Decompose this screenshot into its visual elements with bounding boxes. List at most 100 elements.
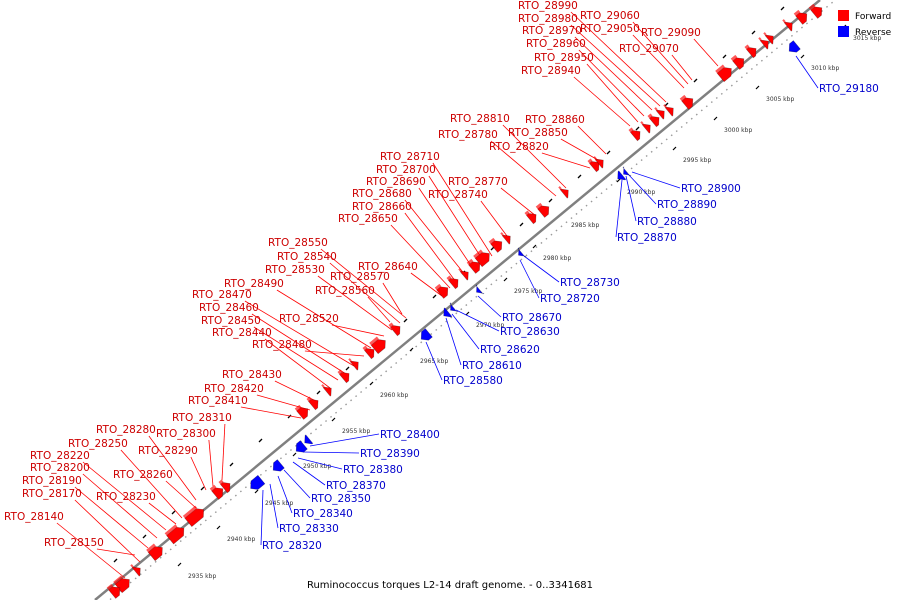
forward-gene-box[interactable]	[106, 581, 124, 599]
forward-gene-box[interactable]	[294, 402, 312, 420]
forward-gene-label[interactable]: RTO_28950	[534, 52, 594, 64]
forward-gene-label[interactable]: RTO_28460	[199, 302, 259, 314]
forward-gene-label[interactable]: RTO_28520	[279, 313, 339, 325]
forward-gene-box[interactable]	[218, 477, 233, 494]
reverse-gene-label[interactable]: RTO_28340	[293, 508, 353, 520]
forward-gene-label[interactable]: RTO_28810	[450, 113, 510, 125]
reverse-gene-box[interactable]	[620, 166, 632, 179]
forward-gene-box[interactable]	[388, 320, 403, 337]
forward-gene-label[interactable]: RTO_28700	[376, 164, 436, 176]
reverse-gene-label[interactable]: RTO_28400	[380, 429, 440, 441]
forward-gene-box[interactable]	[593, 154, 607, 169]
forward-gene-label[interactable]: RTO_28770	[448, 176, 508, 188]
forward-gene-box[interactable]	[758, 35, 772, 50]
forward-gene-label[interactable]: RTO_28220	[30, 450, 90, 462]
forward-gene-box[interactable]	[209, 482, 227, 500]
forward-gene-box[interactable]	[146, 541, 166, 562]
reverse-gene-box[interactable]	[440, 307, 453, 320]
forward-gene-box[interactable]	[321, 382, 335, 397]
forward-gene-label[interactable]: RTO_28420	[204, 383, 264, 395]
forward-gene-label[interactable]: RTO_29050	[580, 23, 640, 35]
forward-gene-label[interactable]: RTO_28860	[525, 114, 585, 126]
forward-gene-box[interactable]	[628, 125, 643, 142]
forward-gene-box[interactable]	[558, 184, 572, 199]
forward-gene-label[interactable]: RTO_28490	[224, 278, 284, 290]
reverse-gene-label[interactable]: RTO_28900	[681, 183, 741, 195]
forward-gene-box[interactable]	[362, 343, 377, 360]
forward-gene-box[interactable]	[182, 503, 207, 528]
forward-gene-label[interactable]: RTO_28150	[44, 537, 104, 549]
forward-gene-label[interactable]: RTO_28440	[212, 327, 272, 339]
forward-gene-label[interactable]: RTO_28200	[30, 462, 90, 474]
reverse-gene-label[interactable]: RTO_28670	[502, 312, 562, 324]
reverse-gene-label[interactable]: RTO_28890	[657, 199, 717, 211]
forward-gene-label[interactable]: RTO_28470	[192, 289, 252, 301]
forward-gene-label[interactable]: RTO_28820	[489, 141, 549, 153]
forward-gene-label[interactable]: RTO_28310	[172, 412, 232, 424]
forward-gene-label[interactable]: RTO_28960	[526, 38, 586, 50]
forward-gene-label[interactable]: RTO_28710	[380, 151, 440, 163]
forward-gene-box[interactable]	[715, 62, 735, 83]
forward-gene-box[interactable]	[647, 111, 662, 128]
reverse-gene-label[interactable]: RTO_28870	[617, 232, 677, 244]
reverse-gene-box[interactable]	[515, 247, 527, 260]
reverse-gene-label[interactable]: RTO_28610	[462, 360, 522, 372]
forward-gene-label[interactable]: RTO_28680	[352, 188, 412, 200]
reverse-gene-box[interactable]	[293, 440, 308, 456]
forward-gene-label[interactable]: RTO_28640	[358, 261, 418, 273]
forward-gene-label[interactable]: RTO_28430	[222, 369, 282, 381]
forward-gene-label[interactable]: RTO_28300	[156, 428, 216, 440]
forward-gene-label[interactable]: RTO_28660	[352, 201, 412, 213]
forward-gene-box[interactable]	[130, 562, 144, 577]
forward-gene-label[interactable]: RTO_28530	[265, 264, 325, 276]
reverse-gene-box[interactable]	[473, 284, 485, 297]
reverse-gene-label[interactable]: RTO_28390	[360, 448, 420, 460]
reverse-gene-box[interactable]	[270, 459, 285, 475]
forward-gene-box[interactable]	[446, 273, 461, 290]
reverse-gene-label[interactable]: RTO_28580	[443, 375, 503, 387]
forward-gene-label[interactable]: RTO_28560	[315, 285, 375, 297]
reverse-gene-label[interactable]: RTO_28620	[480, 344, 540, 356]
forward-gene-label[interactable]: RTO_28290	[138, 445, 198, 457]
forward-gene-box[interactable]	[500, 230, 514, 245]
forward-gene-label[interactable]: RTO_28140	[4, 511, 64, 523]
forward-gene-label[interactable]: RTO_28850	[508, 127, 568, 139]
forward-gene-label[interactable]: RTO_28410	[188, 395, 248, 407]
forward-gene-label[interactable]: RTO_28570	[330, 271, 390, 283]
forward-gene-box[interactable]	[654, 105, 668, 120]
forward-gene-box[interactable]	[369, 334, 389, 355]
forward-gene-label[interactable]: RTO_28190	[22, 475, 82, 487]
reverse-gene-box[interactable]	[247, 474, 266, 492]
reverse-gene-label[interactable]: RTO_28380	[343, 464, 403, 476]
forward-gene-label[interactable]: RTO_28690	[366, 176, 426, 188]
forward-gene-label[interactable]: RTO_28280	[96, 424, 156, 436]
forward-gene-label[interactable]: RTO_28170	[22, 488, 82, 500]
reverse-gene-box[interactable]	[447, 302, 459, 315]
reverse-gene-label[interactable]: RTO_28330	[279, 523, 339, 535]
reverse-gene-label[interactable]: RTO_29180	[819, 83, 879, 95]
forward-gene-label[interactable]: RTO_28550	[268, 237, 328, 249]
forward-gene-label[interactable]: RTO_28650	[338, 213, 398, 225]
forward-gene-label[interactable]: RTO_28250	[68, 438, 128, 450]
forward-gene-label[interactable]: RTO_28780	[438, 129, 498, 141]
forward-gene-label[interactable]: RTO_28230	[96, 491, 156, 503]
reverse-gene-label[interactable]: RTO_28370	[326, 480, 386, 492]
forward-gene-label[interactable]: RTO_28970	[522, 25, 582, 37]
forward-gene-label[interactable]: RTO_29070	[619, 43, 679, 55]
forward-gene-box[interactable]	[744, 42, 759, 59]
reverse-gene-box[interactable]	[614, 170, 627, 183]
reverse-gene-box[interactable]	[786, 40, 801, 56]
reverse-gene-label[interactable]: RTO_28880	[637, 216, 697, 228]
forward-gene-label[interactable]: RTO_29090	[641, 27, 701, 39]
forward-gene-box[interactable]	[466, 256, 484, 274]
forward-gene-label[interactable]: RTO_28990	[518, 0, 578, 12]
forward-gene-box[interactable]	[808, 1, 826, 19]
forward-gene-box[interactable]	[434, 281, 452, 299]
reverse-gene-label[interactable]: RTO_28320	[262, 540, 322, 552]
forward-gene-label[interactable]: RTO_28980	[518, 13, 578, 25]
forward-gene-box[interactable]	[348, 356, 362, 371]
forward-gene-box[interactable]	[164, 522, 188, 545]
forward-gene-box[interactable]	[488, 235, 506, 253]
forward-gene-label[interactable]: RTO_28480	[252, 339, 312, 351]
forward-gene-label[interactable]: RTO_28450	[201, 315, 261, 327]
